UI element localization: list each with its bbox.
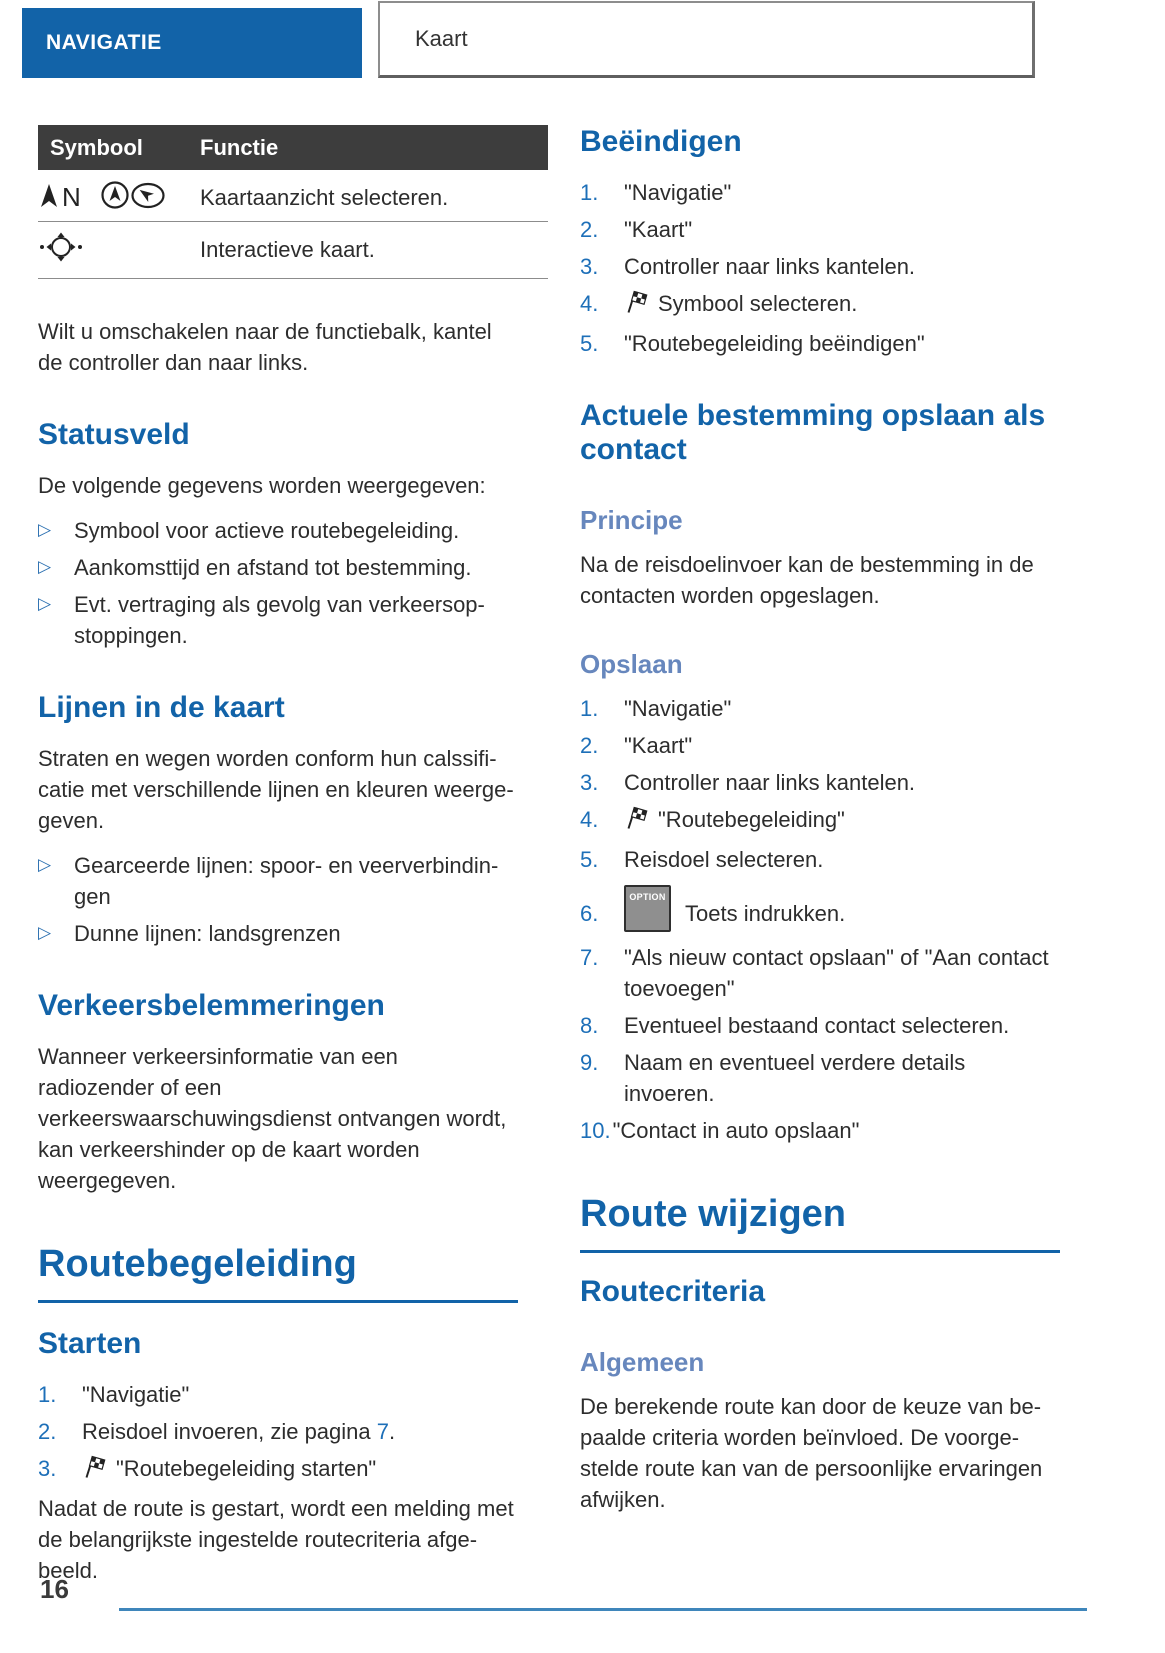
triangle-bullet-icon: ▷	[38, 594, 52, 614]
algemeen-body: De berekende route kan door de keuze van…	[580, 1394, 1043, 1512]
list-item: 2. "Kaart"	[580, 733, 693, 758]
heading-algemeen: Algemeen	[580, 1347, 705, 1377]
list-item: 4. "Routebegeleiding"	[580, 804, 1060, 838]
heading-routebegeleiding: Routebegeleiding	[38, 1242, 518, 1303]
heading-routecriteria: Routecriteria	[580, 1275, 766, 1308]
starten-steps: 1. "Navigatie" 2. Reisdoel invoeren, zie…	[38, 1379, 518, 1487]
list-item: 4. Symbool selecteren.	[580, 288, 1060, 322]
list-item: ▷ Aankomsttijd en afstand tot bestemming…	[38, 552, 518, 583]
table-row: Interactieve kaart.	[38, 222, 548, 279]
heading-opslaan: Opslaan	[580, 649, 683, 679]
list-item: 7. "Als nieuw contact opslaan" of "Aan c…	[580, 945, 1049, 1001]
triangle-bullet-icon: ▷	[38, 923, 52, 943]
list-item: 2. "Kaart"	[580, 217, 693, 242]
symbol-column-header: Symbool	[50, 135, 143, 160]
list-item: 9. Naam en eventueel verdere details inv…	[580, 1050, 966, 1106]
heading-lijnen: Lijnen in de kaart	[38, 691, 285, 724]
lijnen-bullets: ▷ Gearceerde lijnen: spoor- en veerverbi…	[38, 850, 518, 949]
left-column: Symbool Functie N	[38, 125, 548, 1592]
north-up-icon: N	[41, 182, 81, 209]
table-row: N Kaartaanzicht selecteren.	[38, 170, 548, 222]
list-item: ▷ Symbool voor actieve routebegeleiding.	[38, 515, 518, 546]
triangle-bullet-icon: ▷	[38, 520, 52, 540]
verkeer-body: Wanneer verkeersinformatie van een radio…	[38, 1044, 507, 1193]
interactive-map-crosshair-icon	[40, 232, 82, 262]
statusveld-intro: De volgende gegevens worden weergegeven:	[38, 473, 486, 498]
list-item: 10. "Contact in auto opslaan"	[580, 1118, 860, 1143]
opslaan-steps: 1. "Navigatie" 2. "Kaart" 3. Controller …	[580, 693, 1060, 1146]
triangle-bullet-icon: ▷	[38, 855, 52, 875]
chapter-tab[interactable]: NAVIGATIE	[22, 8, 362, 78]
perspective-view-icon	[131, 182, 165, 208]
footer-rule	[119, 1608, 1087, 1611]
heading-principe: Principe	[580, 505, 683, 535]
table-cell-function: Kaartaanzicht selecteren.	[200, 185, 449, 210]
heading-verkeersbelemmeringen: Verkeersbelemmeringen	[38, 989, 385, 1022]
heading-statusveld: Statusveld	[38, 418, 190, 451]
statusveld-bullets: ▷ Symbool voor actieve routebegeleiding.…	[38, 515, 518, 651]
intro-paragraph: Wilt u omschakelen naar de functiebalk, …	[38, 319, 492, 375]
checkered-flag-icon	[624, 290, 648, 322]
chapter-tab-label: NAVIGATIE	[46, 31, 162, 54]
list-item: ▷ Evt. vertraging als gevolg van verkeer…	[38, 589, 518, 651]
compass-heading-icon	[101, 181, 129, 209]
heading-actuele-bestemming: Actuele bestemming opslaan als contact	[580, 399, 1046, 466]
page-number: 16	[40, 1574, 69, 1604]
north-letter: N	[62, 182, 81, 209]
function-column-header: Functie	[200, 135, 279, 160]
list-item: 5. "Routebegeleiding beëindigen"	[580, 331, 925, 356]
list-item: ▷ Dunne lijnen: landsgrenzen	[38, 918, 518, 949]
symbol-table-header: Symbool Functie	[38, 125, 548, 170]
checkered-flag-icon	[624, 806, 648, 838]
list-item: 1. "Navigatie"	[580, 180, 732, 205]
section-title: Kaart	[415, 26, 468, 51]
list-item: 3. Controller naar links kantelen.	[580, 770, 916, 795]
list-item: 2. Reisdoel invoeren, zie pagina 7.	[38, 1419, 396, 1444]
list-item: 1. "Navigatie"	[580, 696, 732, 721]
starten-note: Nadat de route is gestart, wordt een mel…	[38, 1496, 514, 1583]
beeindigen-steps: 1. "Navigatie" 2. "Kaart" 3. Controller …	[580, 177, 1060, 359]
list-item: 8. Eventueel bestaand contact selecteren…	[580, 1013, 1010, 1038]
principe-body: Na de reisdoelinvoer kan de bestemming i…	[580, 552, 1034, 608]
heading-starten: Starten	[38, 1327, 142, 1360]
section-title-box: Kaart	[378, 1, 1035, 78]
page-reference-link[interactable]: 7	[376, 1419, 389, 1444]
list-item: 3. Controller naar links kantelen.	[580, 254, 916, 279]
list-item: 6. OPTION Toets indrukken.	[580, 885, 1060, 932]
list-item: 1. "Navigatie"	[38, 1382, 190, 1407]
list-item: ▷ Gearceerde lijnen: spoor- en veerverbi…	[38, 850, 518, 912]
list-item: 5. Reisdoel selecteren.	[580, 847, 824, 872]
list-item: 3. "Routebegeleiding starten"	[38, 1453, 518, 1487]
lijnen-body: Straten en wegen worden conform hun cals…	[38, 746, 514, 833]
checkered-flag-icon	[82, 1455, 106, 1487]
right-column: Beëindigen 1. "Navigatie" 2. "Kaart" 3. …	[580, 125, 1060, 1521]
option-key-icon: OPTION	[624, 885, 671, 932]
heading-beeindigen: Beëindigen	[580, 125, 742, 158]
heading-route-wijzigen: Route wijzigen	[580, 1192, 1060, 1253]
triangle-bullet-icon: ▷	[38, 557, 52, 577]
table-cell-function: Interactieve kaart.	[200, 237, 375, 262]
symbol-table: Symbool Functie N	[38, 125, 548, 279]
